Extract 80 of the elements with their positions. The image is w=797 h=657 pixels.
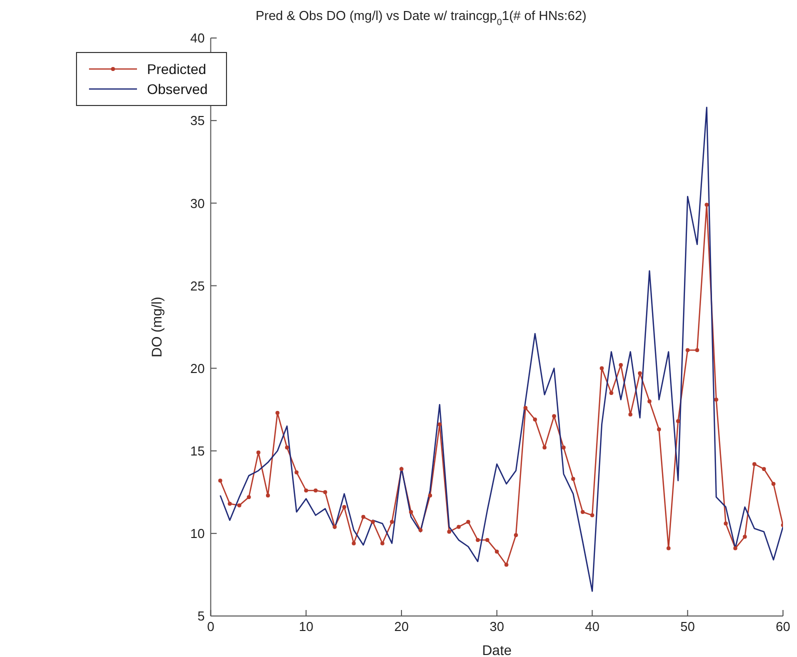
point <box>676 419 680 424</box>
point <box>657 427 661 432</box>
point <box>370 520 375 524</box>
point <box>266 493 270 498</box>
chart-title: Pred & Obs DO (mg/l) vs Date w/ traincgp$_{0}$1(# of HNs:62) <box>256 8 586 27</box>
point <box>562 446 566 450</box>
point <box>494 550 499 554</box>
x-tick-label: 60 <box>776 619 790 634</box>
point <box>476 538 480 542</box>
point <box>600 366 604 370</box>
point <box>590 513 594 518</box>
x-axis-title: Date <box>482 642 512 657</box>
point <box>228 502 232 506</box>
y-tick-label: 25 <box>190 278 205 294</box>
point <box>352 541 356 546</box>
point <box>742 534 747 539</box>
point <box>428 493 432 498</box>
point <box>686 348 690 352</box>
y-axis-title: DO (mg/l) <box>148 296 165 358</box>
point <box>218 478 222 483</box>
point <box>380 541 384 546</box>
point <box>704 202 709 207</box>
point <box>580 510 585 514</box>
point <box>752 462 756 466</box>
y-tick-label: 15 <box>190 443 205 458</box>
point <box>552 414 556 418</box>
point <box>762 467 766 472</box>
x-tick-label: 30 <box>490 619 504 634</box>
point <box>733 546 738 550</box>
point <box>695 348 700 352</box>
point <box>638 371 642 376</box>
point <box>724 522 728 526</box>
point <box>246 495 251 500</box>
point <box>294 470 299 474</box>
point <box>285 446 290 450</box>
legend-label: Observed <box>147 81 208 97</box>
point <box>504 562 508 567</box>
point <box>399 467 404 472</box>
x-tick-label: 0 <box>207 619 214 634</box>
y-tick-label: 40 <box>190 30 205 46</box>
point <box>609 391 614 396</box>
x-tick-label: 50 <box>680 619 695 634</box>
point <box>542 446 547 450</box>
point <box>237 503 242 508</box>
point <box>666 546 671 550</box>
legend-label: Predicted <box>147 61 206 77</box>
point <box>332 524 337 529</box>
y-tick-label: 10 <box>190 526 205 542</box>
x-tick-label: 40 <box>585 619 600 634</box>
point <box>571 476 576 481</box>
point <box>418 528 423 532</box>
y-tick-label: 20 <box>190 360 205 376</box>
y-tick-label: 30 <box>190 196 205 211</box>
point <box>456 524 461 529</box>
point <box>390 520 394 524</box>
point <box>314 488 318 492</box>
point <box>647 399 652 404</box>
y-tick-label: 5 <box>197 608 205 624</box>
point <box>514 533 518 538</box>
point <box>714 398 718 402</box>
point <box>275 410 280 415</box>
point <box>618 362 623 367</box>
x-tick-label: 10 <box>298 619 314 634</box>
point <box>771 482 776 486</box>
x-tick-label: 20 <box>394 619 409 634</box>
point <box>438 422 442 426</box>
line-series <box>220 106 783 592</box>
point <box>628 412 632 417</box>
point <box>323 490 328 494</box>
point <box>447 530 452 534</box>
point <box>466 520 470 524</box>
point <box>256 450 260 455</box>
y-tick-label: 35 <box>190 113 205 128</box>
point <box>485 538 490 542</box>
point <box>304 488 308 492</box>
point <box>533 417 538 422</box>
point <box>361 514 366 519</box>
point <box>523 406 528 410</box>
point <box>342 505 346 510</box>
point <box>409 510 414 514</box>
